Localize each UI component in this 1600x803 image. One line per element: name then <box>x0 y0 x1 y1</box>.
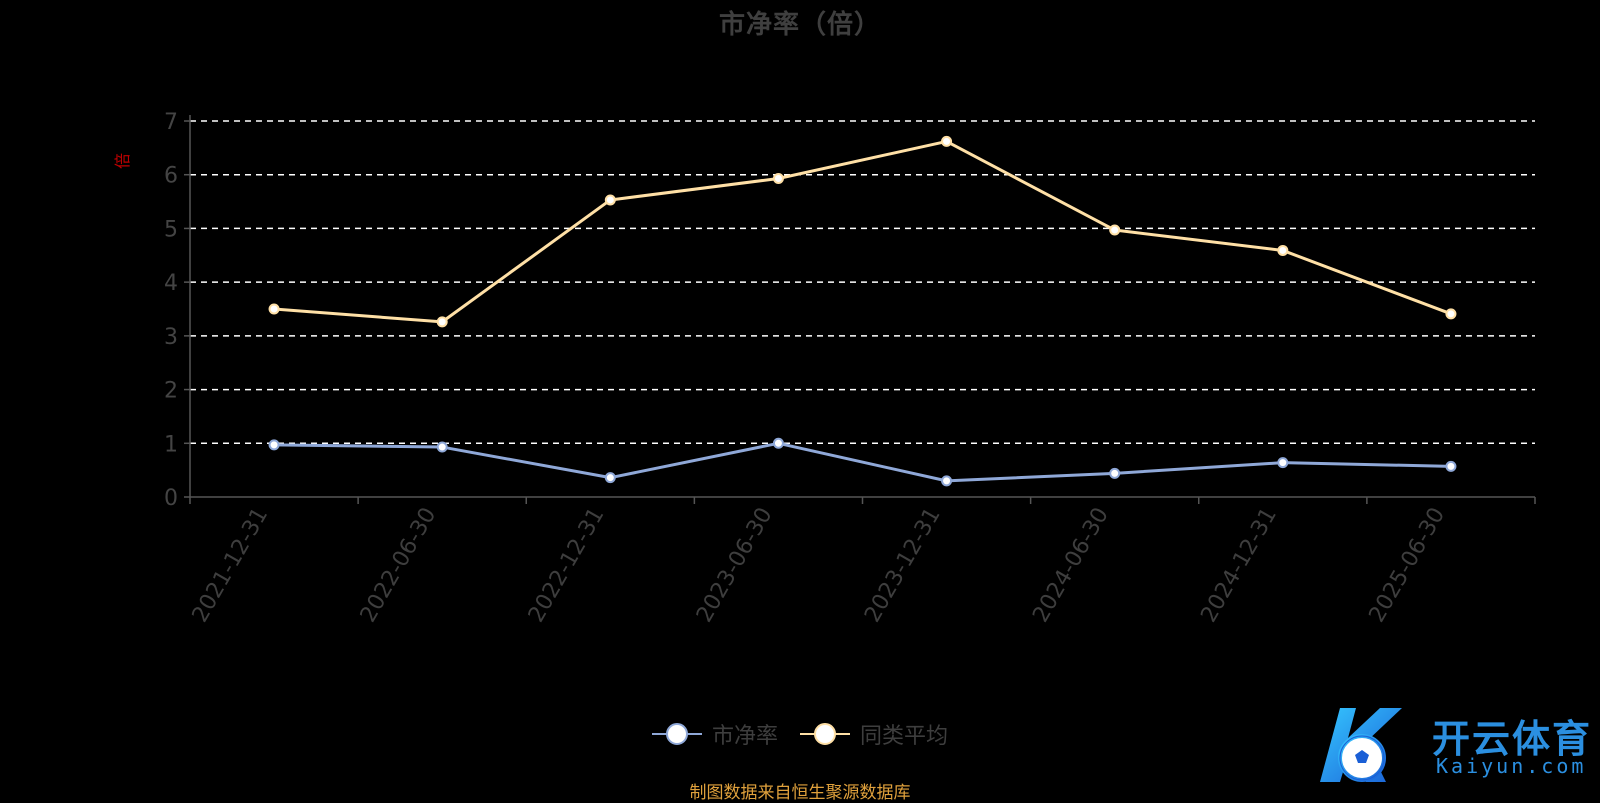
watermark-name-cn: 开云体育 <box>1432 717 1593 761</box>
legend-swatch <box>651 723 702 745</box>
x-tick-label: 2021-12-31 <box>188 504 274 627</box>
watermark-name-en: Kaiyun.com <box>1436 754 1587 778</box>
data-point <box>1445 308 1457 320</box>
y-tick-label: 3 <box>164 325 178 350</box>
series-line-1 <box>273 139 1452 324</box>
y-tick-label: 0 <box>164 486 178 511</box>
series-line-0 <box>274 441 1451 483</box>
y-tick-label: 2 <box>164 379 178 404</box>
data-point <box>1277 457 1289 469</box>
data-point <box>1277 244 1289 256</box>
x-tick-label: 2025-06-30 <box>1365 504 1451 627</box>
x-tick-label: 2022-12-31 <box>524 504 610 627</box>
x-tick-label: 2023-12-31 <box>860 504 946 627</box>
data-point <box>941 135 953 147</box>
legend: 市净率 同类平均 <box>0 718 1600 750</box>
axes: 0 1 2 3 4 5 6 7 2021-12-31 2022-06-30 2022-12-31 20… <box>164 110 1536 627</box>
data-point <box>436 441 448 453</box>
x-tick-label: 2024-12-31 <box>1196 504 1282 627</box>
data-point <box>1445 460 1457 472</box>
legend-item[interactable]: 市净率 <box>651 718 778 750</box>
grid-lines <box>190 120 1535 445</box>
legend-item[interactable]: 同类平均 <box>800 718 948 750</box>
y-tick-label: 1 <box>164 432 178 457</box>
legend-label: 同类平均 <box>860 724 949 749</box>
x-tick-label: 2024-06-30 <box>1028 504 1114 627</box>
x-tick-label: 2023-06-30 <box>692 504 778 627</box>
chart-title: 市净率（倍） <box>718 10 881 40</box>
source-note: 制图数据来自恒生聚源数据库 <box>689 783 911 803</box>
data-point <box>268 303 280 315</box>
data-point <box>941 475 953 487</box>
y-tick-label: 5 <box>164 217 178 242</box>
data-point <box>772 172 784 184</box>
legend-label: 市净率 <box>711 724 778 749</box>
line-chart: 0 1 2 3 4 5 6 7 2021-12-31 2022-06-30 2022-12-31 20… <box>113 110 1536 627</box>
data-point <box>604 472 616 484</box>
kaiyun-logo <box>1320 708 1402 782</box>
data-point <box>436 316 448 328</box>
legend-swatch <box>800 723 850 745</box>
x-tick-label: 2022-06-30 <box>356 504 442 627</box>
y-tick-label: 4 <box>164 271 178 296</box>
data-point <box>772 437 784 449</box>
data-point <box>604 194 616 206</box>
data-point <box>1109 224 1121 236</box>
series-lines <box>268 135 1457 487</box>
data-point <box>268 439 280 451</box>
y-tick-label: 7 <box>164 110 178 135</box>
y-tick-label: 6 <box>164 164 178 189</box>
data-point <box>1109 467 1121 479</box>
y-axis-label: 倍 <box>113 153 132 169</box>
